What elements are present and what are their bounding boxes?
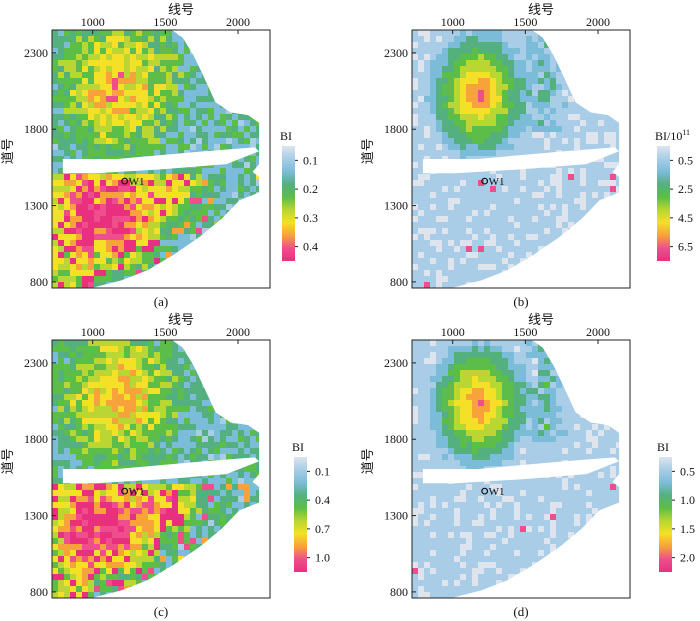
well-label: W1 <box>489 176 505 188</box>
y-axis-title: 道号 <box>0 138 15 164</box>
colorbar-tick-label: 6.5 <box>678 240 693 254</box>
colorbar-tick-label: 4.5 <box>678 211 693 225</box>
colorbar-tick-label: 1.5 <box>680 522 695 536</box>
well-marker <box>481 177 489 185</box>
plot-frame <box>411 339 631 599</box>
colorbar-title: BI <box>657 440 669 454</box>
y-tick-label: 1300 <box>384 199 408 213</box>
colorbar-tick-label: 2.0 <box>680 551 695 565</box>
x-tick-label: 1000 <box>81 15 105 29</box>
y-tick-label: 1300 <box>384 509 408 523</box>
x-axis-title: 线号 <box>528 2 554 17</box>
x-tick-label: 2000 <box>226 15 250 29</box>
x-tick-label: 1500 <box>153 15 177 29</box>
y-tick-label: 1800 <box>384 432 408 446</box>
y-tick-label: 1800 <box>384 122 408 136</box>
plot-frame <box>411 29 631 289</box>
x-tick-label: 1500 <box>513 15 537 29</box>
x-tick-label: 1000 <box>441 15 465 29</box>
colorbar-tick-label: 2.5 <box>678 182 693 196</box>
y-tick-label: 800 <box>390 585 408 599</box>
y-tick-label: 2300 <box>384 46 408 60</box>
well-label: W1 <box>129 486 145 498</box>
y-axis-title: 道号 <box>360 138 375 164</box>
colorbar-title: BI <box>292 440 304 454</box>
panel-label: (b) <box>513 294 528 309</box>
y-tick-label: 800 <box>390 275 408 289</box>
y-tick-label: 2300 <box>24 46 48 60</box>
colorbar-tick-label: 0.4 <box>315 493 330 507</box>
colorbar-tick-label: 1.0 <box>315 551 330 565</box>
colorbar-tick-label: 0.1 <box>303 153 318 167</box>
no-data-band <box>62 147 260 174</box>
colorbar-tick-label: 0.5 <box>678 153 693 167</box>
well-label: W1 <box>129 176 145 188</box>
panel-label: (d) <box>513 604 528 619</box>
well-marker <box>481 487 489 495</box>
colorbar-title: BI/1011 <box>655 128 690 143</box>
colorbar <box>294 457 307 572</box>
well-marker <box>121 177 129 185</box>
colorbar-tick-label: 0.4 <box>303 240 318 254</box>
colorbar-tick-label: 0.7 <box>315 522 330 536</box>
x-tick-label: 2000 <box>586 15 610 29</box>
x-tick-label: 1500 <box>153 325 177 339</box>
y-tick-label: 800 <box>30 585 48 599</box>
plot-frame <box>51 339 271 599</box>
y-tick-label: 1300 <box>24 509 48 523</box>
x-tick-label: 2000 <box>586 325 610 339</box>
colorbar-tick-label: 0.5 <box>680 464 695 478</box>
x-tick-label: 1000 <box>81 325 105 339</box>
plot-frame <box>51 29 271 289</box>
x-axis-title: 线号 <box>168 2 194 17</box>
colorbar-title-exponent: 11 <box>682 128 690 137</box>
colorbar-tick-label: 1.0 <box>680 493 695 507</box>
x-tick-label: 1000 <box>441 325 465 339</box>
colorbar-tick-label: 0.1 <box>315 464 330 478</box>
no-data-band <box>422 147 620 174</box>
x-axis-title: 线号 <box>168 312 194 327</box>
y-tick-label: 1800 <box>24 432 48 446</box>
panel-label: (c) <box>154 604 168 619</box>
y-tick-label: 1300 <box>24 199 48 213</box>
x-tick-label: 1500 <box>513 325 537 339</box>
y-axis-title: 道号 <box>0 448 15 474</box>
x-axis-title: 线号 <box>528 312 554 327</box>
colorbar-title: BI <box>280 129 292 143</box>
y-axis-title: 道号 <box>360 448 375 474</box>
colorbar <box>282 146 295 261</box>
colorbar-tick-label: 0.2 <box>303 182 318 196</box>
heatmap-cells <box>412 340 620 598</box>
no-data-band <box>62 457 260 484</box>
y-tick-label: 1800 <box>24 122 48 136</box>
panel-label: (a) <box>154 294 168 309</box>
well-label: W1 <box>489 486 505 498</box>
colorbar <box>657 146 670 261</box>
well-marker <box>121 487 129 495</box>
y-tick-label: 2300 <box>24 356 48 370</box>
colorbar <box>659 457 672 572</box>
y-tick-label: 800 <box>30 275 48 289</box>
colorbar-tick-label: 0.3 <box>303 211 318 225</box>
no-data-band <box>422 457 620 484</box>
x-tick-label: 2000 <box>226 325 250 339</box>
y-tick-label: 2300 <box>384 356 408 370</box>
